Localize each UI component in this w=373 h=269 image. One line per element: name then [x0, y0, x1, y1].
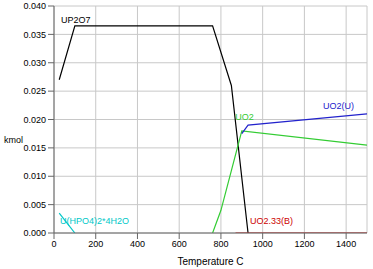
svg-text:0.025: 0.025 [23, 86, 46, 96]
svg-text:0.005: 0.005 [23, 200, 46, 210]
svg-text:0.015: 0.015 [23, 143, 46, 153]
svg-text:U(HPO4)2*4H2O: U(HPO4)2*4H2O [60, 216, 129, 226]
svg-text:0.040: 0.040 [23, 1, 46, 11]
svg-text:600: 600 [172, 239, 187, 249]
svg-text:1400: 1400 [336, 239, 356, 249]
svg-text:1200: 1200 [294, 239, 314, 249]
svg-text:UO2.33(B): UO2.33(B) [250, 216, 293, 226]
svg-text:400: 400 [130, 239, 145, 249]
svg-text:UP2O7: UP2O7 [61, 15, 91, 25]
svg-text:1000: 1000 [253, 239, 273, 249]
svg-text:UO2: UO2 [235, 112, 254, 122]
svg-text:200: 200 [88, 239, 103, 249]
svg-text:UO2(U): UO2(U) [323, 101, 354, 111]
svg-text:0.000: 0.000 [23, 228, 46, 238]
svg-text:0: 0 [51, 239, 56, 249]
svg-text:0.020: 0.020 [23, 115, 46, 125]
svg-text:800: 800 [213, 239, 228, 249]
svg-text:0.035: 0.035 [23, 30, 46, 40]
svg-text:0.010: 0.010 [23, 171, 46, 181]
svg-text:Temperature C: Temperature C [177, 256, 243, 267]
svg-text:0.030: 0.030 [23, 58, 46, 68]
svg-text:kmol: kmol [8, 135, 23, 145]
